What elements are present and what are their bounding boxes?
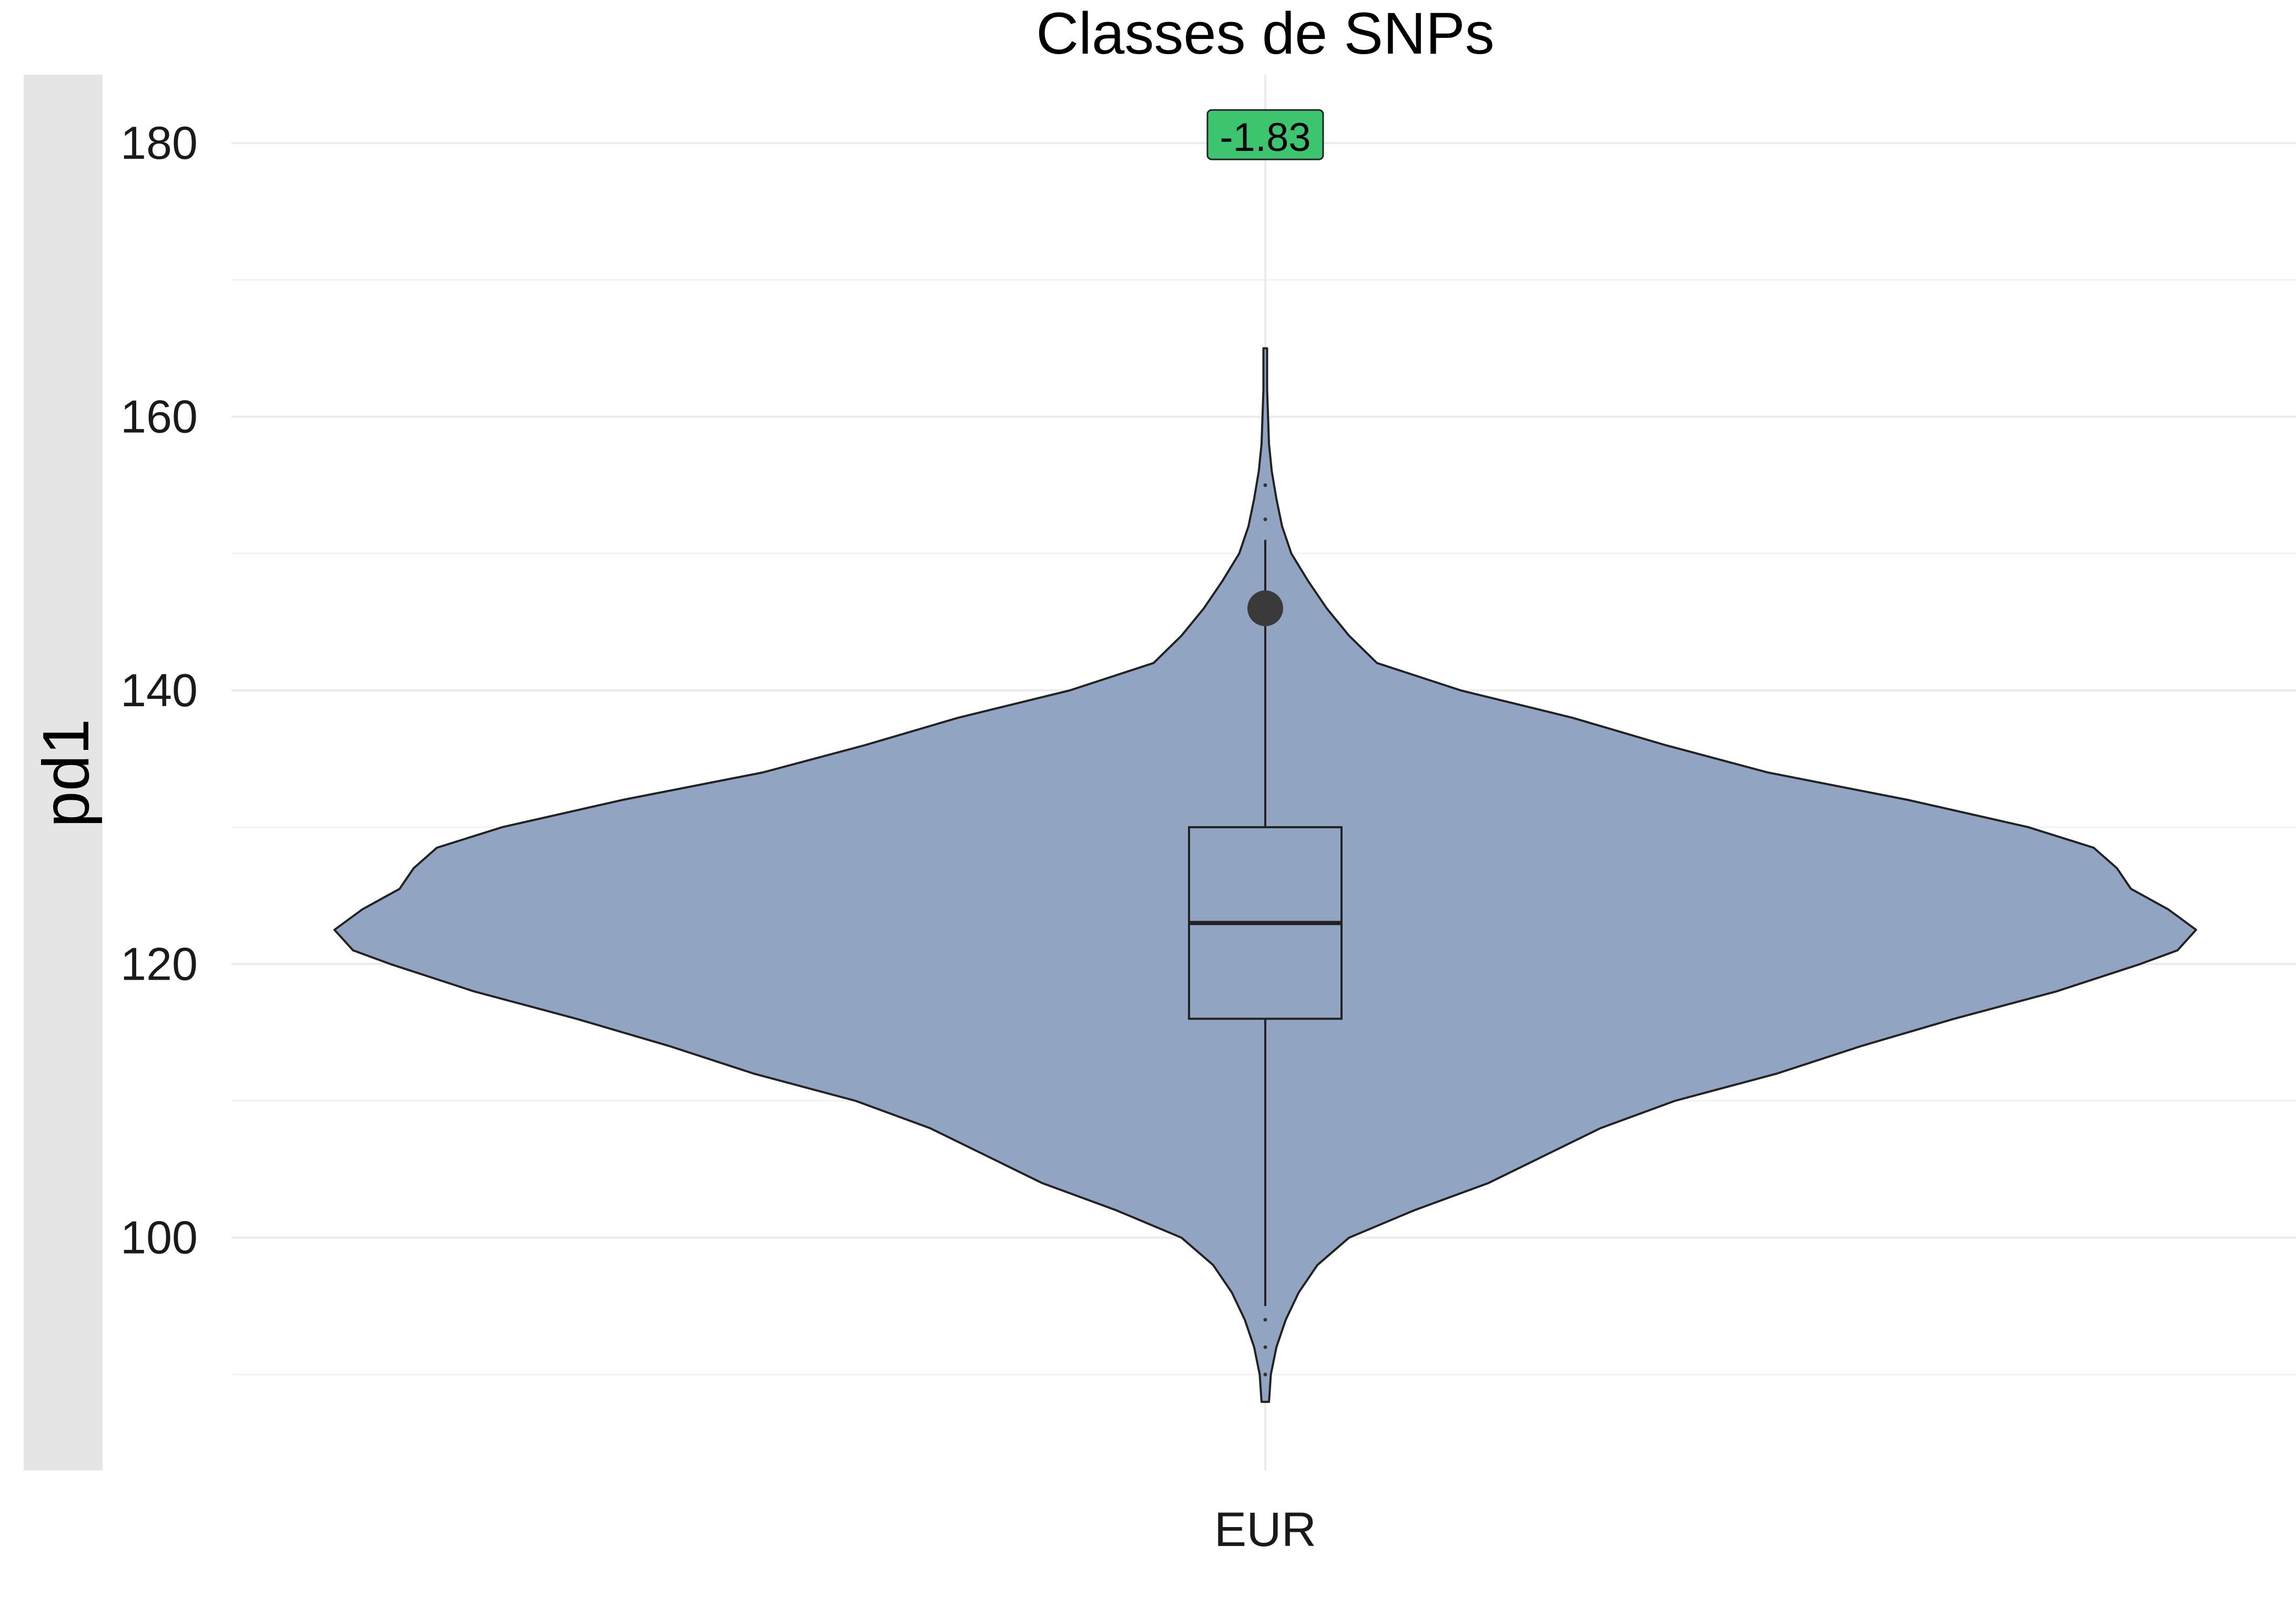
- y-tick-label: 100: [120, 1212, 198, 1264]
- y-tick-label: 180: [120, 117, 198, 169]
- y-tick-label: 160: [120, 390, 198, 442]
- chart-title: Classes de SNPs: [1036, 1, 1494, 66]
- y-strip-background: [24, 75, 103, 1470]
- outlier-point: [1263, 1372, 1267, 1377]
- outlier-point: [1263, 1345, 1267, 1349]
- axis-layer: 100 120 140 160 180 EUR: [120, 117, 1316, 1557]
- y-tick-label: 140: [120, 664, 198, 716]
- outlier-point: [1263, 483, 1267, 487]
- annotation-box: [1206, 109, 1324, 160]
- annotation-label: -1.83: [1220, 115, 1310, 160]
- plot-layer: -1.83: [333, 109, 2197, 1403]
- y-tick-label: 120: [120, 938, 198, 990]
- x-tick-label: EUR: [1214, 1503, 1316, 1557]
- outlier-point: [1263, 1318, 1267, 1322]
- mean-point: [1247, 590, 1283, 626]
- y-axis-label: pd1: [30, 719, 103, 828]
- outlier-point: [1263, 517, 1267, 522]
